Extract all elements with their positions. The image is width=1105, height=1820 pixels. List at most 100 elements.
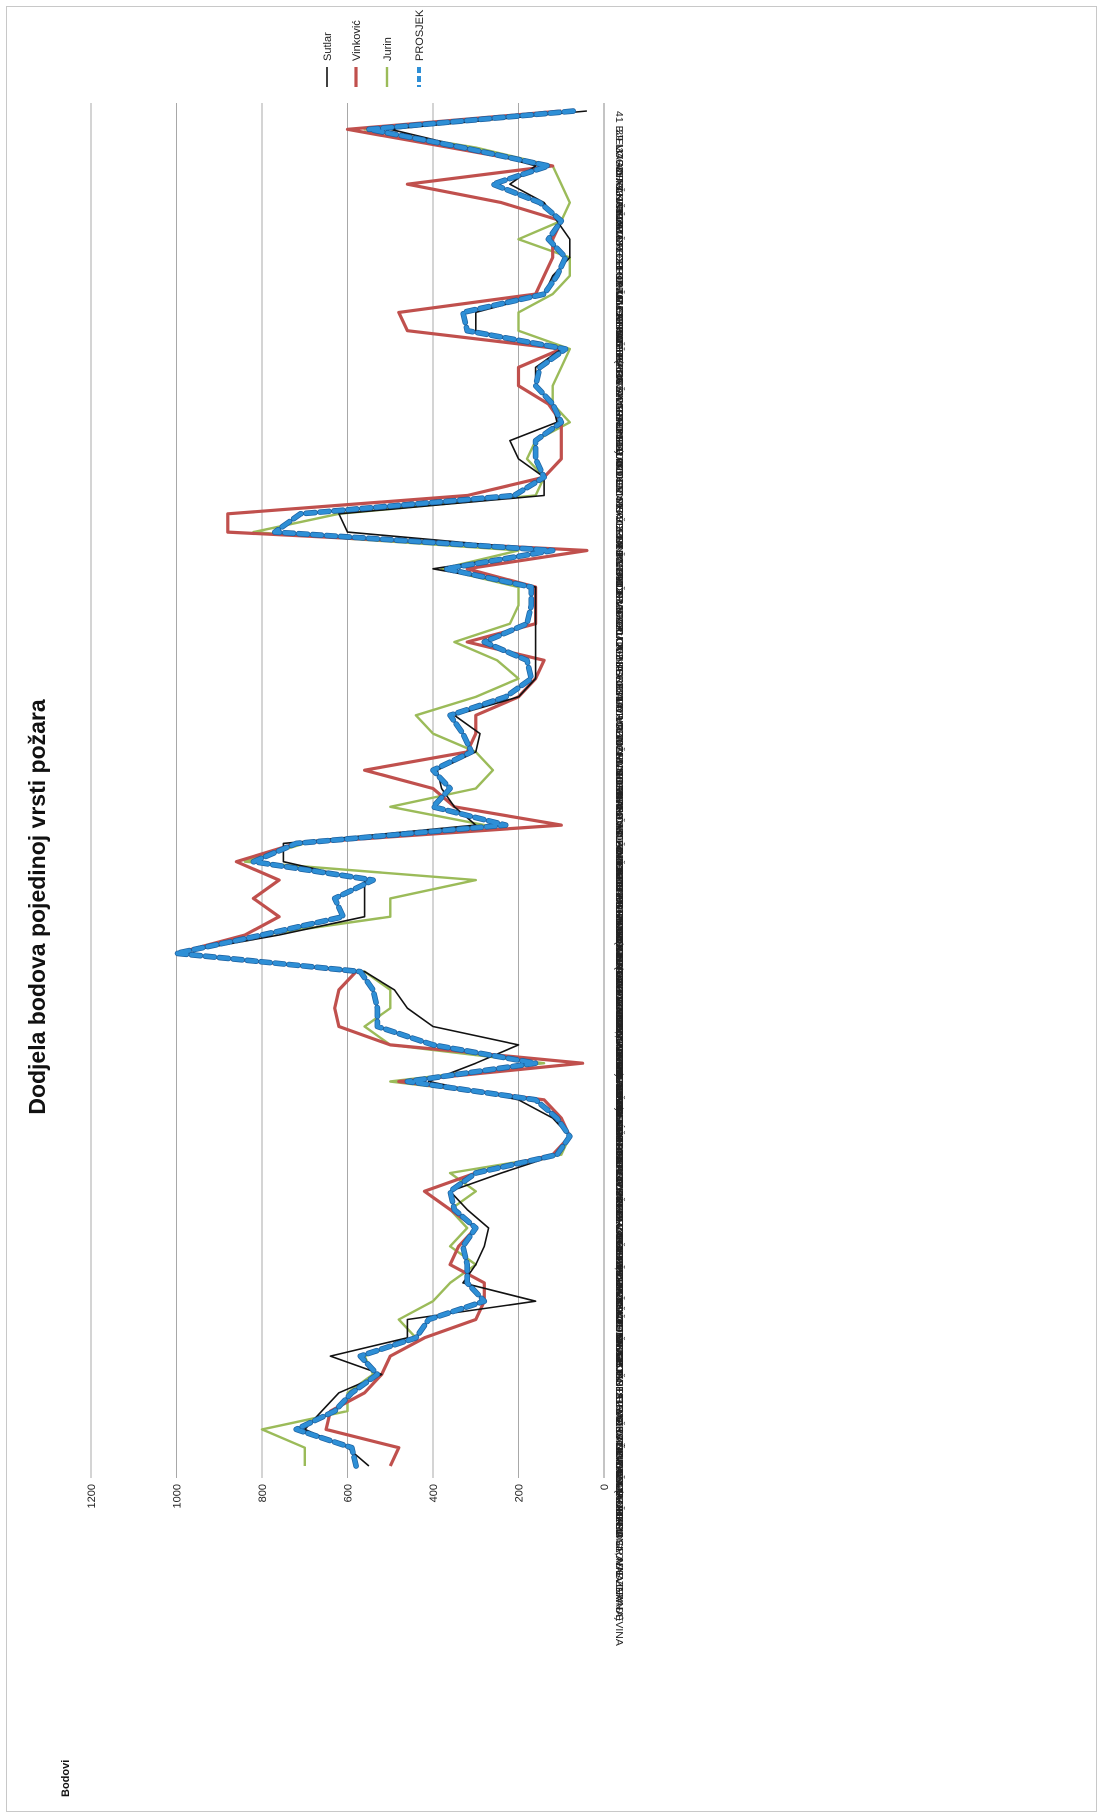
category-label: 31 PROSTOR UZ ŽELJ. PRUGU (PRUŽ.NASIP I … xyxy=(613,203,626,455)
category-label: 103 MOTORNA KOLA S AKUMULATOROM xyxy=(613,734,625,939)
category-label: 66 RAFINERIJA xyxy=(613,953,625,1029)
category-label: 07 GARAŽA (PODZEMNA, NADZEMNA) xyxy=(613,1429,626,1620)
category-label: 411 DOK xyxy=(613,441,625,483)
category-label: 09 USTANOVE ZA NJEGU xyxy=(613,1411,625,1537)
line-chart: 0 200 400 600 800 1000 1200 01 STAMBENA GRAĐEV… xyxy=(24,9,626,1797)
series-line-sutlar xyxy=(175,110,587,1467)
category-label: 49 POGON ZA PRERADU PREHRAMBENIH PROIZVO… xyxy=(613,1063,625,1339)
category-label: 107 VAGON CISTERNA xyxy=(613,697,625,811)
category-label: 70 POGON ZA PROIZVODNJU PLINA POD TLAKOM xyxy=(613,917,625,1169)
category-label: 304 JEDRILICA xyxy=(613,550,625,624)
category-label: 206 AUTOBUS xyxy=(613,605,625,675)
category-label: 19 KINO xyxy=(613,1320,625,1360)
series-line-vinković xyxy=(174,109,589,1467)
legend-label: Sutlar xyxy=(322,32,334,61)
category-label: 16 STRNIŠTE xyxy=(613,294,626,361)
category-label: 407 MOTORNI ČAMAC xyxy=(613,477,626,588)
category-label: 301 ZRAKOPLOV xyxy=(613,569,625,654)
series-line-prosjek xyxy=(174,108,577,1469)
category-label: 22 OSTALA MJESTA ZA OKUPLJANJA xyxy=(613,1301,625,1485)
category-label: 199 OSTALA PRUŽNA VOZILA xyxy=(613,660,626,806)
category-label: 74 POGON ZA PROIZVODNJU UMJETNIH MATERIJ… xyxy=(613,880,625,1151)
category-label: 10 ŠIKARA xyxy=(613,331,626,384)
category-label: 101 ELEKTRIČNA LOKOMOTIVA xyxy=(613,752,626,909)
category-label: 78 POGON U RUDNICIMA xyxy=(613,843,625,970)
series-lines xyxy=(173,108,589,1469)
y-tick-label: 1200 xyxy=(86,1484,98,1508)
y-tick-label: 400 xyxy=(428,1484,440,1502)
y-tick-label: 1000 xyxy=(172,1484,184,1508)
category-label: 47 MLIN xyxy=(613,1081,625,1121)
category-label: 43 VIDIKOVAC xyxy=(613,1118,625,1189)
chart-title: Dodjela bodova pojedinoj vrsti požara xyxy=(24,699,50,1115)
category-label: 62 POGON ZA PRERADU PAPIRA xyxy=(613,990,625,1154)
category-label: 35 PARKIRALIŠTE xyxy=(613,166,626,255)
category-label: 11 STARAČKI DOM xyxy=(613,1393,626,1486)
category-label: 28 PROSTOR UZ CESTU xyxy=(613,221,625,343)
legend-label: Jurin xyxy=(382,37,394,61)
category-label: 501 TRAKTOR xyxy=(613,422,625,493)
category-label: 109 FURGON xyxy=(613,679,625,745)
category-label: 68 POGON ZA PROIZVODNJU ULJA I MASTI xyxy=(613,935,625,1151)
gridlines xyxy=(90,103,605,1478)
category-label: 41 BJELOGORIČNA ŠUMA xyxy=(613,111,626,241)
category-label: 509 OSTALI POLJOPRIVREDNI STROJEVI xyxy=(613,404,625,610)
legend-label: Vinković xyxy=(351,20,363,61)
category-label: 13 ISTRAŽIVAČKI LABORATORIJ xyxy=(613,1374,626,1534)
category-label: 15 HOTEL xyxy=(613,1356,625,1406)
category-label: 84 SKLADIŠNI OBJEKTI - ZATVORENI xyxy=(613,789,626,974)
category-label: 37 MARINA xyxy=(613,1173,625,1228)
category-label: 76 OSTALI POGONI ZA PROIZVODNJU KEMIKALI… xyxy=(613,862,625,1116)
y-tick-label: 0 xyxy=(599,1484,611,1490)
category-label: 105 DIZEL MOTORNO VOZILO xyxy=(613,715,625,864)
category-label: 512 GREDELJ xyxy=(613,386,625,455)
series-line-outline xyxy=(173,108,577,1469)
category-label: 17 OSTALE GRAĐEVINE ZA SMJEŠTAJ xyxy=(613,1338,626,1530)
chart-frame: 0 200 400 600 800 1000 1200 01 STAMBENA GRAĐEV… xyxy=(6,6,1097,1812)
category-label: 37 AUTO KAMP xyxy=(613,148,625,224)
category-label: 03 STAMBENO-POSLOVNA GRAĐEVINA xyxy=(613,1448,625,1646)
category-label: 86 NAFTOVOD xyxy=(613,770,625,843)
category-label: 599 OSTALI RADNI STROJEVI xyxy=(613,349,625,496)
y-axis-label: Bodovi xyxy=(60,1760,72,1797)
category-label: 41 NEDOVRŠENE GRAĐEVINE xyxy=(613,1136,626,1289)
category-label: 45 SUŠARA ZA DUHAN xyxy=(613,1100,626,1213)
category-label: 19 VINOGRAD xyxy=(613,276,625,347)
y-tick-label: 800 xyxy=(257,1484,269,1502)
category-label: 204 PRIKOLICA xyxy=(613,624,625,700)
category-label: 33 PROSTOR ELEKTRO-ENERGETSKOG POSTROJEN… xyxy=(613,184,625,466)
legend: Sutlar Vinković Jurin PROSJEK xyxy=(322,9,426,87)
category-label: 59 POGON ZA PRERADU DRVA I DRVNE GRAĐE xyxy=(613,1008,625,1248)
category-label: 53 PLINOVOD xyxy=(613,1045,625,1114)
category-label: 202 TERETNO VOZILO-KAMION xyxy=(613,642,625,799)
category-label: 34 AERODROM, ZRAČNA LUKA xyxy=(613,1191,626,1346)
category-label: 55 PRERADA TEKUĆIH I PLINOVITIH ZAPALJIV… xyxy=(613,1027,626,1302)
category-label: 403 TANKER xyxy=(613,514,625,576)
category-label: 514 BAGER xyxy=(613,367,625,425)
y-axis-ticks: 0 200 400 600 800 1000 1200 xyxy=(86,1484,611,1508)
category-label: 21 ORANICA xyxy=(613,257,625,319)
y-tick-label: 600 xyxy=(343,1484,355,1502)
category-label: 25 DEPONIJ xyxy=(613,239,625,299)
category-label: 39 POLJ.OBJ. ZA ČUVANJE I SKLADIŠT.STOČN… xyxy=(613,1155,626,1434)
series-line-jurin xyxy=(175,109,571,1466)
category-label: 39 MARINA-LUČICA xyxy=(613,129,626,226)
category-label: 30 VELESAJAMSKI OBJEKT xyxy=(613,1228,625,1366)
category-label: 24 MUZEJ xyxy=(613,1283,625,1333)
legend-label: PROSJEK xyxy=(414,9,426,61)
category-label: 64 POGON ZA PROIZVODNJU TEKSTILA xyxy=(613,972,625,1172)
category-label: 82 SKLADIŠTENJE KRMIVA(STOGOVI SLAME, SI… xyxy=(613,807,626,1077)
y-tick-label: 200 xyxy=(514,1484,526,1502)
category-label: 405 ŠLEPER xyxy=(613,496,626,558)
category-label: 01 STAMBENA GRAĐEVINA xyxy=(613,1466,625,1602)
category-label: 80 PRIJENOS EL.ENERGIJE (DALEKOVOD, RAZV… xyxy=(613,825,626,1111)
category-label: 28 TRGOVAČKI CENTAR xyxy=(613,1246,626,1367)
category-label: 72 POGON ZA PROIZVODNJU GUME xyxy=(613,898,625,1080)
category-label: 26 PRODAJNI OBJEKT xyxy=(613,1265,625,1377)
category-label: 32 OSTALI ŽELJEZNIČKI OBJEKTI xyxy=(613,1210,626,1377)
category-label: 409 GLISER xyxy=(613,459,625,518)
category-label: 13 KAMENJAR xyxy=(613,312,625,384)
category-label: 208 SPECIJALNA VOZILA xyxy=(613,587,625,711)
category-label: 401 PUTNIČKI BROD xyxy=(613,532,626,635)
